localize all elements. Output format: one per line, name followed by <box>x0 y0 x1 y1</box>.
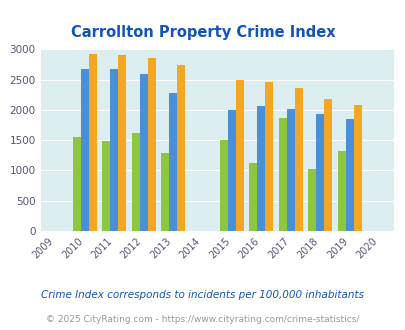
Bar <box>131 133 139 231</box>
Text: Crime Index corresponds to incidents per 100,000 inhabitants: Crime Index corresponds to incidents per… <box>41 290 364 300</box>
Bar <box>102 141 110 231</box>
Bar <box>294 88 302 231</box>
Bar <box>220 140 227 231</box>
Bar <box>72 137 81 231</box>
Bar <box>315 114 324 231</box>
Bar <box>81 69 89 231</box>
Bar <box>249 163 257 231</box>
Bar <box>307 169 315 231</box>
Bar <box>286 109 294 231</box>
Bar <box>118 55 126 231</box>
Bar <box>168 93 177 231</box>
Bar <box>278 118 286 231</box>
Text: © 2025 CityRating.com - https://www.cityrating.com/crime-statistics/: © 2025 CityRating.com - https://www.city… <box>46 314 359 324</box>
Bar <box>345 119 353 231</box>
Bar <box>177 65 185 231</box>
Bar <box>235 80 243 231</box>
Bar <box>139 74 147 231</box>
Bar <box>324 98 331 231</box>
Bar <box>265 82 273 231</box>
Bar <box>147 58 155 231</box>
Bar <box>227 110 235 231</box>
Bar <box>161 153 168 231</box>
Bar <box>257 106 265 231</box>
Bar <box>337 151 345 231</box>
Text: Carrollton Property Crime Index: Carrollton Property Crime Index <box>70 25 335 41</box>
Bar <box>353 105 361 231</box>
Bar <box>110 69 118 231</box>
Bar <box>89 54 96 231</box>
